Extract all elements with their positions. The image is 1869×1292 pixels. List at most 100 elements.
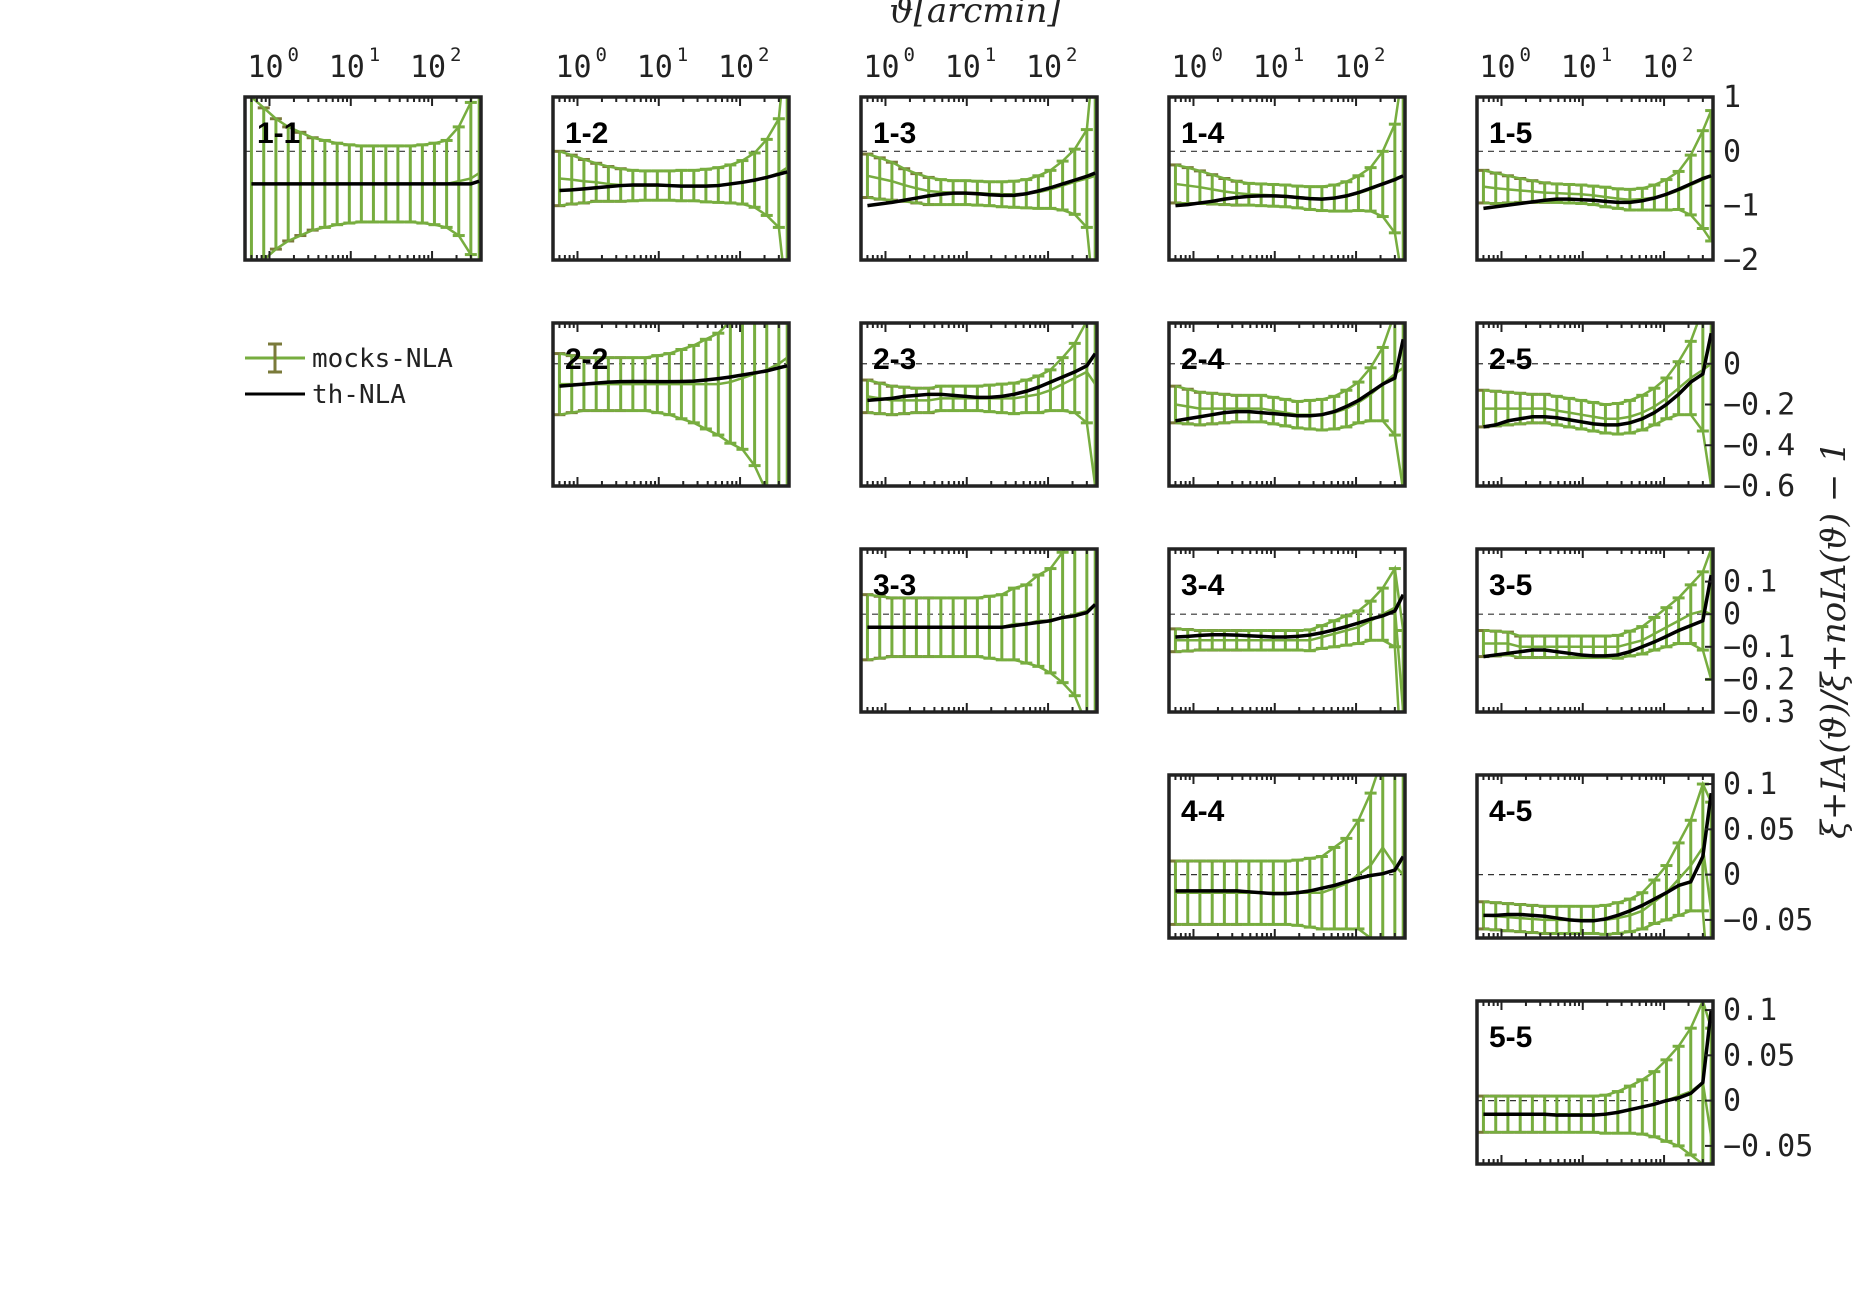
panel-content (245, 97, 481, 260)
panel-grid: 1-110 0 10 1 10 21-210 0 10 1 10 21-310 0 10 1 10 21-41… (243, 44, 1813, 1166)
panel-content (553, 323, 789, 486)
mocks-upper-envelope (1483, 323, 1699, 406)
panel-2-2: 2-2 (551, 321, 791, 488)
y-tick-label: 0 (1723, 1084, 1741, 1119)
mocks-lower-envelope (559, 198, 784, 260)
x-tick-exponent: 2 (1066, 44, 1077, 66)
panel-label: 1-5 (1489, 117, 1532, 150)
panel-content (1169, 775, 1405, 938)
x-tick-label: 10 (555, 50, 591, 85)
panel-frame (1475, 999, 1715, 1166)
mocks-upper-envelope (1483, 110, 1713, 191)
theory-series-line (1175, 593, 1405, 639)
mocks-lower-envelope (1483, 413, 1713, 486)
panel-content (861, 323, 1097, 486)
theory-series-line (1175, 338, 1405, 423)
y-tick-label: −1 (1723, 189, 1759, 224)
panel-frame (859, 95, 1099, 262)
y-tick-label: 0.1 (1723, 993, 1777, 1028)
x-tick-exponent: 1 (677, 44, 688, 66)
panel-3-4: 3-4 (1167, 547, 1407, 714)
panel-frame (1475, 547, 1715, 714)
mocks-upper-envelope (1483, 1001, 1713, 1098)
x-axis-title: ϑ[arcmin] (889, 0, 1061, 31)
x-tick-exponent: 1 (369, 44, 380, 66)
theory-series-line (1483, 332, 1713, 429)
panel-content (1169, 323, 1405, 486)
panel-3-3: 3-3 (859, 547, 1099, 714)
y-tick-label: −0.6 (1723, 469, 1795, 504)
mocks-upper-envelope (559, 97, 783, 173)
x-tick-exponent: 2 (1682, 44, 1693, 66)
mocks-lower-envelope (1175, 419, 1404, 486)
y-tick-label: 0 (1723, 347, 1741, 382)
mocks-upper-envelope (250, 97, 473, 148)
theory-series-line (867, 171, 1096, 208)
panel-label: 4-4 (1181, 795, 1225, 828)
panel-content (861, 97, 1097, 260)
x-tick-label: 10 (1561, 50, 1597, 85)
theory-series-line (1483, 574, 1713, 659)
panel-label: 1-1 (257, 117, 300, 150)
mocks-series-line (1483, 362, 1712, 421)
theory-series-line (559, 170, 788, 193)
mocks-series-line (867, 603, 1096, 629)
y-tick-label: −0.3 (1723, 695, 1795, 730)
panel-frame (1167, 547, 1407, 714)
y-tick-label: −0.05 (1723, 903, 1813, 938)
panel-label: 1-2 (565, 117, 608, 150)
x-tick-label: 10 (410, 50, 446, 85)
x-tick-exponent: 0 (287, 44, 298, 66)
panel-content (1169, 564, 1405, 712)
theory-series-line (1483, 792, 1713, 923)
x-tick-label: 10 (1171, 50, 1207, 85)
mocks-upper-envelope (867, 549, 1067, 600)
panel-1-5: 10−1−21-510 0 10 1 10 2 (1475, 44, 1759, 278)
x-tick-label: 10 (247, 50, 283, 85)
x-tick-label: 10 (329, 50, 365, 85)
x-tick-exponent: 2 (1374, 44, 1385, 66)
theory-series-line (1483, 1009, 1713, 1117)
mocks-upper-envelope (867, 323, 1088, 390)
mocks-lower-envelope (1175, 923, 1385, 938)
panel-content (1477, 109, 1713, 243)
mocks-lower-envelope (867, 196, 1092, 260)
panel-content (1169, 97, 1405, 260)
theory-series-line (867, 352, 1097, 403)
x-tick-label: 10 (863, 50, 899, 85)
y-tick-label: −2 (1723, 243, 1759, 278)
x-tick-exponent: 1 (1601, 44, 1612, 66)
mocks-lower-envelope (559, 409, 766, 486)
mocks-lower-envelope (1483, 642, 1713, 680)
mocks-upper-envelope (1483, 780, 1713, 908)
y-tick-label: 0 (1723, 597, 1741, 632)
y-tick-label: 0.05 (1723, 1038, 1795, 1073)
panel-frame (859, 321, 1099, 488)
panel-1-2: 1-210 0 10 1 10 2 (551, 44, 791, 262)
panel-frame (1475, 773, 1715, 940)
x-tick-label: 10 (1334, 50, 1370, 85)
mocks-lower-envelope (1483, 1131, 1705, 1164)
panel-label: 2-5 (1489, 343, 1532, 376)
panel-3-5: 0.10−0.1−0.2−0.3 3-5 (1475, 547, 1795, 730)
mocks-series-line (1483, 1080, 1713, 1138)
x-tick-exponent: 0 (1211, 44, 1222, 66)
y-tick-label: −0.2 (1723, 388, 1795, 423)
panel-1-4: 1-410 0 10 1 10 2 (1167, 44, 1407, 262)
x-tick-exponent: 0 (1519, 44, 1530, 66)
panel-frame (1167, 95, 1407, 262)
theory-series-line (1175, 855, 1405, 896)
panel-label: 3-4 (1181, 569, 1225, 602)
x-tick-exponent: 0 (595, 44, 606, 66)
panel-2-3: 2-3 (859, 321, 1099, 488)
legend-theory-label: th-NLA (312, 380, 406, 410)
panel-label: 1-4 (1181, 117, 1225, 150)
mocks-upper-envelope (1175, 775, 1378, 863)
mocks-upper-envelope (559, 323, 731, 359)
legend-mocks-label: mocks-NLA (312, 344, 453, 374)
mocks-upper-envelope (1175, 97, 1401, 188)
x-tick-label: 10 (1479, 50, 1515, 85)
mocks-lower-envelope (261, 220, 473, 260)
mocks-lower-envelope (1175, 639, 1400, 712)
panel-content (1477, 323, 1713, 486)
